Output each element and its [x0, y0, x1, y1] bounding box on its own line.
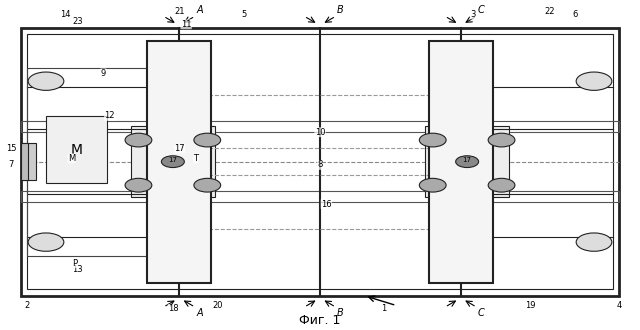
Bar — [149, 146, 158, 156]
Text: 13: 13 — [72, 265, 83, 274]
Bar — [20, 27, 620, 296]
Bar — [20, 121, 620, 132]
Bar — [20, 143, 36, 181]
Bar — [482, 146, 491, 156]
Text: 9: 9 — [100, 69, 106, 78]
Bar — [147, 41, 211, 283]
Text: 16: 16 — [321, 200, 332, 209]
Circle shape — [125, 178, 152, 192]
Bar — [444, 146, 452, 156]
Bar — [27, 34, 613, 289]
Text: 4: 4 — [617, 301, 622, 310]
Circle shape — [488, 178, 515, 192]
Text: 20: 20 — [212, 301, 223, 310]
Text: 6: 6 — [572, 10, 577, 19]
Bar — [188, 146, 196, 156]
Text: 21: 21 — [175, 7, 185, 16]
Text: A: A — [196, 308, 203, 318]
Bar — [20, 191, 620, 202]
Circle shape — [194, 178, 221, 192]
Bar — [138, 134, 207, 144]
Text: C: C — [478, 308, 484, 318]
Bar — [131, 126, 215, 197]
Bar — [149, 168, 158, 177]
Bar — [444, 168, 452, 177]
Bar — [425, 126, 509, 197]
Bar — [46, 116, 106, 183]
Text: 14: 14 — [60, 10, 70, 19]
Circle shape — [28, 72, 64, 90]
Bar — [20, 143, 28, 181]
Text: T: T — [193, 154, 198, 163]
Text: A: A — [196, 5, 203, 15]
Text: 19: 19 — [525, 301, 536, 310]
Text: 12: 12 — [104, 111, 115, 120]
Text: 18: 18 — [168, 304, 179, 313]
Text: 2: 2 — [24, 301, 29, 310]
Text: 23: 23 — [72, 16, 83, 25]
Text: B: B — [337, 308, 344, 318]
Circle shape — [28, 233, 64, 251]
Text: 17: 17 — [175, 144, 185, 153]
Text: 5: 5 — [241, 10, 246, 19]
Text: M: M — [70, 143, 83, 157]
Circle shape — [576, 72, 612, 90]
Circle shape — [194, 133, 221, 147]
Circle shape — [456, 156, 479, 168]
Bar — [433, 179, 502, 189]
Circle shape — [125, 133, 152, 147]
Text: B: B — [337, 5, 344, 15]
Text: M: M — [68, 154, 75, 163]
Circle shape — [488, 133, 515, 147]
Bar — [433, 134, 502, 144]
Bar — [138, 179, 207, 189]
Text: 8: 8 — [317, 160, 323, 169]
Circle shape — [576, 233, 612, 251]
Text: 10: 10 — [315, 128, 325, 137]
Text: 7: 7 — [8, 160, 13, 169]
Bar — [429, 41, 493, 283]
Text: C: C — [478, 5, 484, 15]
Circle shape — [161, 156, 184, 168]
Bar — [27, 68, 173, 255]
Text: P: P — [72, 258, 77, 268]
Text: 1: 1 — [381, 304, 387, 313]
Text: 17: 17 — [463, 157, 472, 163]
Text: 17: 17 — [168, 157, 177, 163]
Circle shape — [419, 178, 446, 192]
Circle shape — [419, 133, 446, 147]
Text: 11: 11 — [181, 20, 191, 29]
Bar — [188, 168, 196, 177]
Bar — [482, 168, 491, 177]
Text: 22: 22 — [544, 7, 555, 16]
Text: 15: 15 — [6, 144, 16, 153]
Text: 3: 3 — [470, 10, 476, 19]
Text: Фиг. 1: Фиг. 1 — [300, 314, 340, 327]
